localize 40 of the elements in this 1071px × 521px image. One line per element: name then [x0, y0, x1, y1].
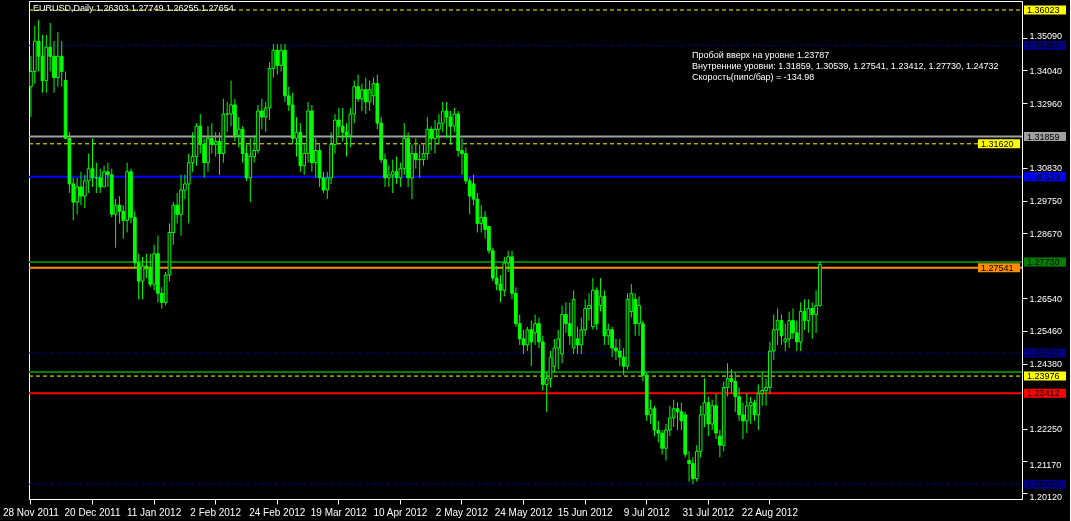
y-tick-label: 1.35090	[1029, 30, 1063, 41]
annotation: Скорость(пипс/бар) = -134.98	[692, 72, 815, 82]
y-tick-label: 1.29750	[1029, 196, 1063, 207]
x-tick-label: 2 May 2012	[435, 506, 489, 518]
x-tick-label: 11 Jan 2012	[126, 506, 182, 518]
ref-line-label: 1.27730	[1027, 257, 1060, 267]
y-tick-label: 1.20120	[1029, 491, 1063, 502]
y-tick-label: 1.24380	[1029, 359, 1063, 370]
y-tick-label: 1.26540	[1029, 293, 1063, 304]
ref-line-label: 1.27541	[981, 262, 1014, 273]
x-tick-label: 22 Aug 2012	[741, 506, 799, 518]
x-tick-label: 28 Nov 2011	[2, 506, 60, 518]
x-tick-label: 19 Mar 2012	[310, 506, 368, 518]
x-tick-label: 24 May 2012	[494, 506, 553, 518]
ref-line-label: 1.20414	[1027, 479, 1060, 490]
y-tick-label: 1.30830	[1029, 163, 1063, 174]
x-tick-label: 10 Apr 2012	[373, 506, 428, 518]
annotation: Внутренние уровни: 1.31859, 1.30539, 1.27541, 1.23412, 1.27730, 1.24732	[692, 61, 999, 71]
annotation: Пробой вверх на уровне 1.23787	[692, 50, 830, 60]
x-tick-label: 15 Jun 2012	[557, 506, 614, 518]
y-tick-label: 1.22250	[1029, 424, 1063, 435]
ref-line-label: 1.36023	[1027, 5, 1060, 16]
x-tick-label: 2 Feb 2012	[190, 506, 242, 518]
ref-line-label: 1.23412	[1027, 388, 1060, 399]
x-tick-label: 9 Jul 2012	[623, 506, 671, 518]
y-tick-label: 1.21170	[1029, 459, 1062, 470]
chart-title: EURUSD,Daily 1.26303 1.27749 1.26255 1.27654	[33, 3, 234, 13]
ref-line-label: 1.30539	[1027, 171, 1060, 182]
ref-line-label: 1.34857	[1027, 40, 1060, 51]
y-tick-label: 1.28670	[1029, 228, 1063, 239]
ref-line-label: 1.23976	[1027, 371, 1060, 382]
x-tick-label: 20 Dec 2011	[64, 506, 121, 518]
y-tick-label: 1.25460	[1029, 326, 1063, 337]
x-tick-label: 31 Jul 2012	[682, 506, 735, 518]
ref-line-label: 1.31620	[981, 138, 1014, 149]
x-tick-label: 24 Feb 2012	[249, 506, 306, 518]
y-tick-label: 1.32960	[1029, 98, 1063, 109]
ref-line-label: 1.31859	[1027, 131, 1060, 142]
ref-line-label: 1.24732	[1027, 348, 1060, 359]
y-tick-label: 1.34040	[1029, 65, 1063, 76]
